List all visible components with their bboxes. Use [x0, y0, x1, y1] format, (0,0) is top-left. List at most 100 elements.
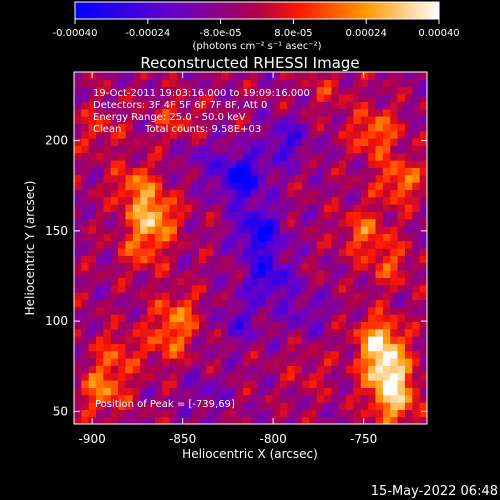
- heatmap-cell: [324, 204, 332, 212]
- heatmap-cell: [118, 189, 127, 198]
- heatmap-cell: [419, 306, 427, 315]
- heatmap-cell: [206, 233, 215, 242]
- heatmap-cell: [154, 211, 163, 220]
- heatmap-cell: [301, 372, 310, 381]
- heatmap-cell: [206, 321, 215, 330]
- heatmap-cell: [272, 123, 281, 132]
- heatmap-cell: [419, 160, 427, 168]
- heatmap-cell: [221, 160, 230, 168]
- heatmap-cell: [338, 94, 347, 102]
- y-tick-label: 100: [45, 314, 68, 328]
- heatmap-cell: [390, 358, 399, 366]
- heatmap-cell: [404, 358, 413, 366]
- heatmap-cell: [213, 152, 222, 161]
- heatmap-cell: [147, 240, 156, 249]
- heatmap-cell: [368, 196, 377, 205]
- heatmap-cell: [154, 314, 163, 322]
- heatmap-cell: [294, 240, 303, 249]
- heatmap-cell: [294, 101, 303, 110]
- heatmap-cell: [250, 174, 259, 183]
- heatmap-cell: [331, 416, 340, 424]
- heatmap-cell: [368, 211, 377, 220]
- heatmap-cell: [382, 152, 391, 161]
- heatmap-cell: [243, 343, 252, 352]
- heatmap-cell: [96, 336, 105, 344]
- heatmap-cell: [404, 174, 413, 183]
- heatmap-cell: [125, 101, 134, 110]
- heatmap-cell: [221, 182, 230, 190]
- heatmap-cell: [287, 167, 296, 176]
- heatmap-cell: [221, 262, 230, 271]
- heatmap-cell: [213, 306, 222, 315]
- heatmap-cell: [184, 211, 193, 220]
- heatmap-cell: [324, 79, 332, 88]
- heatmap-cell: [118, 72, 127, 80]
- heatmap-cell: [316, 240, 325, 249]
- heatmap-cell: [103, 394, 112, 403]
- heatmap-cell: [404, 402, 413, 410]
- heatmap-cell: [272, 328, 281, 337]
- heatmap-cell: [419, 116, 427, 124]
- heatmap-cell: [353, 336, 362, 344]
- heatmap-cell: [147, 284, 156, 293]
- heatmap-cell: [199, 123, 207, 132]
- heatmap-cell: [147, 218, 156, 227]
- heatmap-cell: [118, 255, 127, 264]
- heatmap-cell: [206, 182, 215, 190]
- heatmap-cell: [74, 167, 82, 176]
- heatmap-cell: [81, 380, 90, 388]
- heatmap-cell: [96, 306, 105, 315]
- heatmap-cell: [103, 182, 112, 190]
- heatmap-cell: [235, 416, 244, 424]
- heatmap-cell: [118, 226, 127, 234]
- heatmap-cell: [176, 218, 185, 227]
- heatmap-cell: [250, 372, 259, 381]
- heatmap-cell: [162, 292, 171, 300]
- heatmap-cell: [257, 116, 266, 124]
- heatmap-cell: [412, 167, 421, 176]
- heatmap-cell: [184, 189, 193, 198]
- heatmap-cell: [213, 277, 222, 286]
- heatmap-cell: [404, 130, 413, 139]
- heatmap-cell: [346, 240, 355, 249]
- heatmap-cell: [176, 328, 185, 337]
- heatmap-cell: [88, 328, 97, 337]
- heatmap-cell: [301, 138, 310, 146]
- heatmap-cell: [287, 394, 296, 403]
- heatmap-cell: [412, 262, 421, 271]
- heatmap-cell: [412, 270, 421, 278]
- heatmap-cell: [235, 86, 244, 95]
- heatmap-cell: [169, 255, 178, 264]
- heatmap-cell: [390, 233, 399, 242]
- heatmap-cell: [353, 145, 362, 154]
- heatmap-cell: [228, 116, 237, 124]
- heatmap-cell: [368, 86, 377, 95]
- heatmap-cell: [360, 277, 369, 286]
- heatmap-cell: [287, 343, 296, 352]
- heatmap-cell: [74, 248, 82, 256]
- heatmap-cell: [74, 255, 82, 264]
- heatmap-cell: [74, 387, 82, 396]
- heatmap-cell: [272, 167, 281, 176]
- heatmap-cell: [390, 123, 399, 132]
- heatmap-cell: [419, 314, 427, 322]
- heatmap-cell: [147, 380, 156, 388]
- heatmap-cell: [243, 160, 252, 168]
- heatmap-cell: [287, 204, 296, 212]
- heatmap-cell: [279, 189, 288, 198]
- heatmap-cell: [162, 123, 171, 132]
- heatmap-cell: [132, 160, 141, 168]
- heatmap-cell: [390, 284, 399, 293]
- heatmap-cell: [316, 248, 325, 256]
- heatmap-cell: [81, 292, 90, 300]
- heatmap-cell: [265, 240, 274, 249]
- heatmap-cell: [360, 94, 369, 102]
- heatmap-cell: [125, 248, 134, 256]
- heatmap-cell: [412, 138, 421, 146]
- heatmap-cell: [324, 358, 332, 366]
- y-axis-label: Heliocentric Y (arcsec): [23, 181, 37, 316]
- heatmap-cell: [88, 79, 97, 88]
- heatmap-cell: [199, 182, 207, 190]
- heatmap-cell: [265, 167, 274, 176]
- heatmap-cell: [397, 130, 406, 139]
